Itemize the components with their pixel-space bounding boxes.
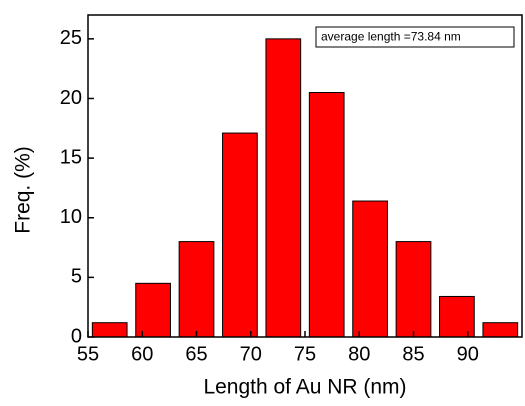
y-tick-label: 20 bbox=[60, 87, 82, 109]
bar bbox=[265, 38, 302, 338]
bar bbox=[439, 295, 475, 338]
x-tick-label: 60 bbox=[131, 343, 153, 365]
bar bbox=[222, 132, 258, 338]
x-tick-label: 90 bbox=[457, 343, 479, 365]
y-tick-label: 15 bbox=[60, 146, 82, 168]
bar bbox=[178, 241, 215, 338]
bar bbox=[135, 282, 171, 338]
bar bbox=[482, 322, 519, 338]
bar bbox=[308, 92, 345, 338]
annotation: average length =73.84 nm bbox=[321, 30, 461, 44]
annotation-box bbox=[315, 26, 515, 48]
bar bbox=[91, 322, 128, 338]
x-tick-label: 85 bbox=[402, 343, 424, 365]
x-tick-label: 80 bbox=[348, 343, 370, 365]
y-tick-label: 10 bbox=[60, 206, 82, 228]
y-tick-label: 25 bbox=[60, 27, 82, 49]
x-tick-label: 65 bbox=[185, 343, 207, 365]
y-tick-label: 5 bbox=[71, 266, 82, 288]
x-axis-title: Length of Au NR (nm) bbox=[203, 376, 406, 399]
bar bbox=[352, 200, 388, 338]
y-axis-title: Freq. (%) bbox=[12, 146, 35, 234]
x-tick-label: 75 bbox=[294, 343, 316, 365]
x-tick-label: 70 bbox=[240, 343, 262, 365]
y-tick-label: 0 bbox=[71, 325, 82, 347]
x-tick-label: 55 bbox=[77, 343, 99, 365]
bar bbox=[395, 241, 432, 338]
